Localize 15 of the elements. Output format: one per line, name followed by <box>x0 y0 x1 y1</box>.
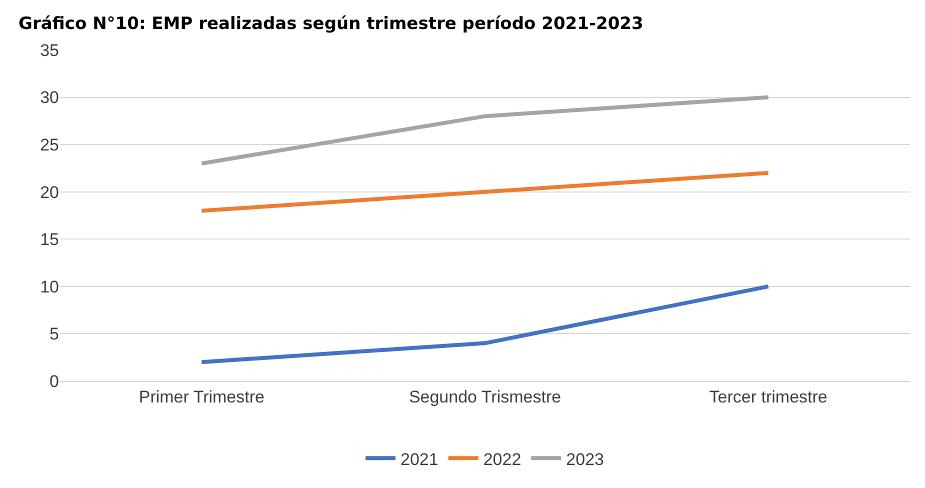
legend-label: 2023 <box>566 450 604 469</box>
x-tick-label: Primer Trimestre <box>138 387 264 406</box>
y-tick-label: 20 <box>40 182 59 202</box>
y-tick-label: 25 <box>40 136 59 155</box>
legend-label: 2021 <box>400 450 438 469</box>
legend-label: 2022 <box>483 450 522 469</box>
y-tick-label: 15 <box>40 230 59 250</box>
x-tick-label: Tercer trimestre <box>709 387 828 406</box>
y-tick-label: 5 <box>50 324 59 344</box>
y-tick-label: 10 <box>40 277 59 296</box>
x-tick-label: Segundo Trismestre <box>408 387 562 406</box>
chart-title: Gráfico N°10: EMP realizadas según trimestre período 2021-2023 <box>18 14 644 34</box>
y-tick-label: 0 <box>50 372 59 391</box>
y-tick-label: 35 <box>40 40 59 60</box>
y-tick-label: 30 <box>40 88 59 108</box>
